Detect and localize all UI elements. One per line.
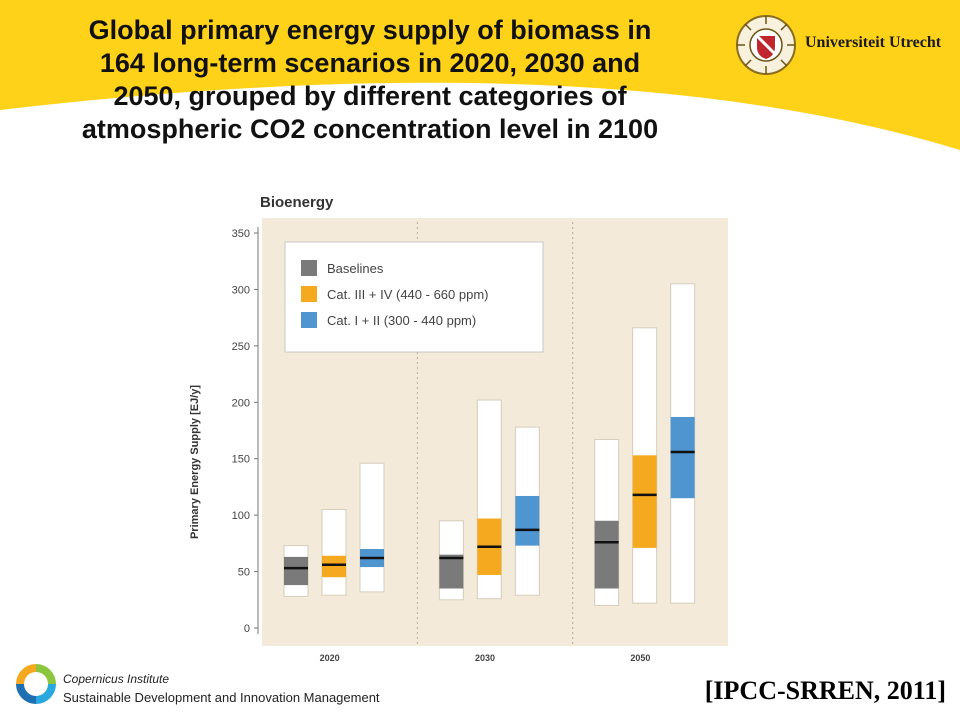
- range-bar: [359, 462, 385, 593]
- university-logo: Universiteit Utrecht: [735, 14, 950, 76]
- slide-title: Global primary energy supply of biomass …: [81, 15, 659, 144]
- y-tick-label: 350: [232, 228, 250, 240]
- y-tick-label: 250: [232, 341, 250, 353]
- legend-label: Cat. I + II (300 - 440 ppm): [327, 313, 476, 328]
- y-tick-label: 200: [232, 397, 250, 409]
- interquartile-box: [594, 520, 619, 589]
- university-seal-icon: [736, 15, 796, 75]
- x-tick-label: 2050: [630, 653, 650, 663]
- bioenergy-chart: Bioenergy 0 50 100 150 200 250 300 350 2020 2030…: [180, 180, 740, 670]
- y-tick-label: 50: [238, 567, 250, 579]
- footer-institute: Copernicus Institute: [63, 672, 170, 686]
- legend-box: [284, 241, 544, 353]
- legend-swatch: [301, 286, 317, 302]
- legend-label: Baselines: [327, 261, 384, 276]
- x-tick-label: 2030: [475, 653, 495, 663]
- top-banner: [0, 0, 960, 150]
- y-tick-label: 150: [232, 454, 250, 466]
- y-tick-label: 300: [232, 284, 250, 296]
- interquartile-box: [632, 455, 657, 548]
- interquartile-box: [670, 416, 695, 499]
- interquartile-box: [284, 556, 308, 586]
- chart-title: Bioenergy: [260, 194, 334, 211]
- y-axis: 0 50 100 150 200 250 300 350: [232, 227, 259, 635]
- legend: Baselines Cat. III + IV (440 - 660 ppm) Ca…: [284, 241, 544, 353]
- interquartile-box: [322, 555, 346, 578]
- interquartile-box: [439, 554, 464, 589]
- citation: [IPCC-SRREN, 2011]: [704, 676, 946, 705]
- interquartile-box: [515, 495, 540, 546]
- legend-label: Cat. III + IV (440 - 660 ppm): [327, 287, 489, 302]
- bars: 2020 2030 2050: [283, 222, 696, 663]
- y-tick-label: 100: [232, 510, 250, 522]
- range-bar: [321, 509, 347, 596]
- x-tick-label: 2020: [320, 653, 340, 663]
- legend-swatch: [301, 312, 317, 328]
- y-axis-label: Primary Energy Supply [EJ/y]: [189, 385, 201, 539]
- footer-department: Sustainable Development and Innovation M…: [63, 690, 380, 705]
- copernicus-logo-icon: [16, 664, 56, 704]
- university-name: Universiteit Utrecht: [805, 34, 942, 51]
- y-tick-label: 0: [244, 623, 250, 635]
- legend-swatch: [301, 260, 317, 276]
